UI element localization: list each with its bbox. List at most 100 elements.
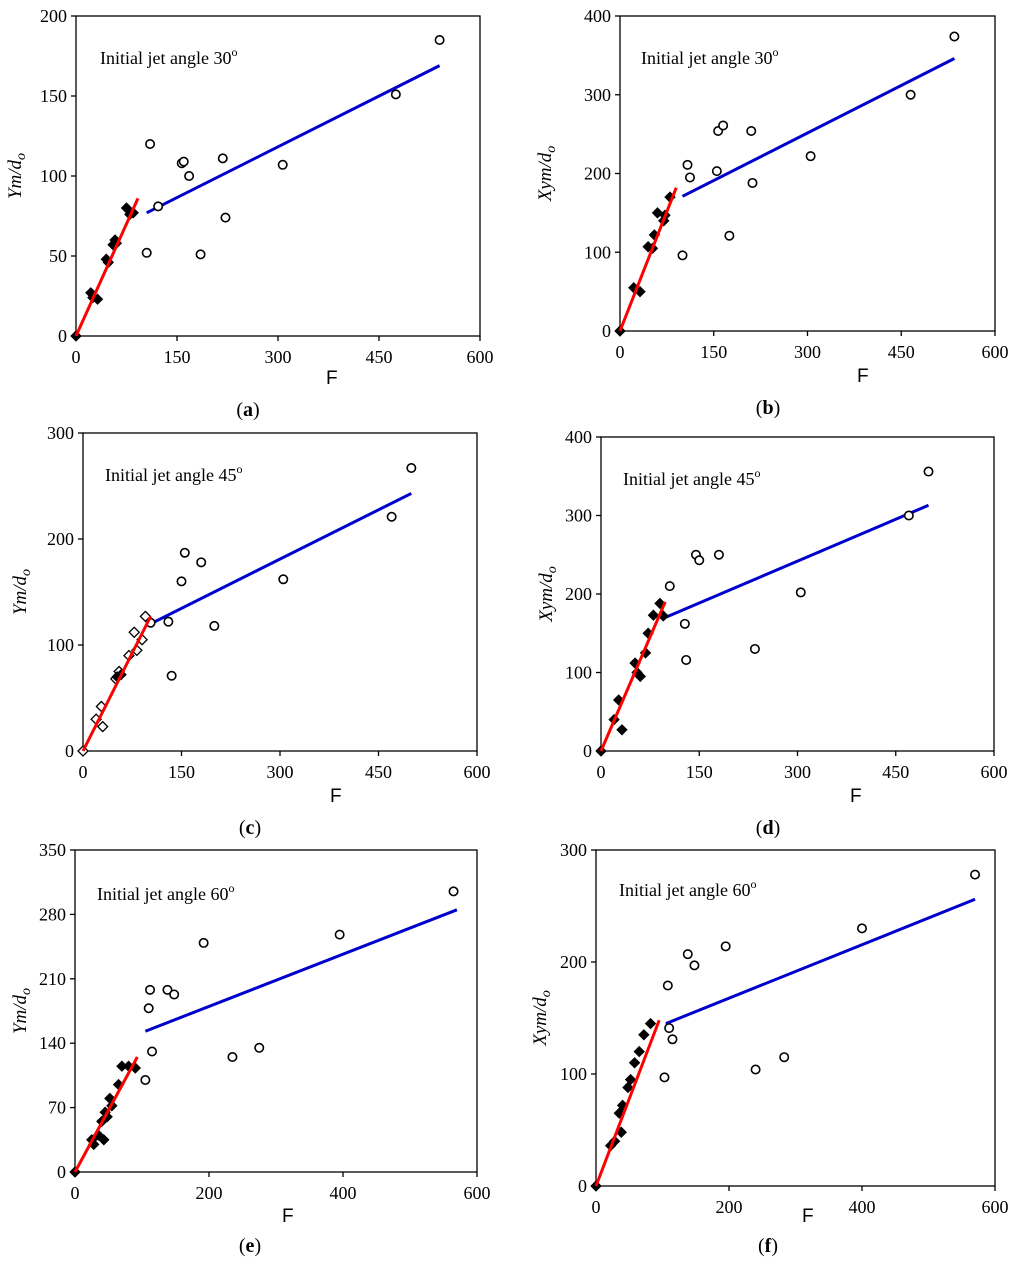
data-point-circle [795,587,806,598]
data-point-filled-diamond [98,1134,110,1146]
plot-frame [74,849,478,1173]
data-point-circle [949,31,960,42]
data-point-circle [162,984,173,995]
blue-fit-line [149,492,413,626]
y-tick-label: 300 [584,85,611,105]
chart-annotation: Initial jet angle 60o [619,877,756,900]
red-fit-line [599,601,667,752]
data-point-circle [779,1052,790,1063]
y-tick-label: 210 [39,969,66,989]
data-point-circle [694,555,705,566]
x-tick-label: 600 [981,762,1008,782]
data-point-circle [196,557,207,568]
x-tick-label: 600 [464,1183,491,1203]
x-tick-label: 600 [982,1197,1009,1217]
chart-annotation: Initial jet angle 60o [97,881,234,904]
x-tick-label: 600 [464,762,491,782]
data-point-circle [220,212,231,223]
x-tick-label: 450 [888,342,915,362]
x-axis-label: F [330,786,342,807]
x-axis-label: F [802,1206,814,1227]
data-point-circle [749,643,760,654]
data-point-circle [681,654,692,665]
panel-label: (e) [239,1235,261,1257]
x-tick-label: 300 [784,762,811,782]
data-point-circle [923,466,934,477]
data-point-circle [334,929,345,940]
chart-annotation: Initial jet angle 30o [100,45,237,68]
x-tick-label: 150 [686,762,713,782]
x-tick-label: 150 [164,347,191,367]
data-point-circle [677,250,688,261]
red-fit-line [73,1056,139,1173]
data-point-circle [184,171,195,182]
blue-fit-line [665,897,976,1025]
y-axis-label: Xym/do [536,566,560,623]
chart-annotation: Initial jet angle 45o [623,466,760,489]
y-tick-label: 400 [584,6,611,26]
data-point-circle [667,1034,678,1045]
blue-fit-line [146,64,441,215]
data-point-circle [145,984,156,995]
data-point-circle [970,869,981,880]
data-point-circle [905,89,916,100]
data-point-circle [195,249,206,260]
x-tick-label: 300 [794,342,821,362]
y-tick-label: 200 [560,952,587,972]
data-point-circle [163,616,174,627]
x-tick-label: 200 [196,1183,223,1203]
y-tick-label: 200 [584,164,611,184]
data-point-circle [746,125,757,136]
y-tick-label: 300 [47,423,74,443]
data-point-circle [747,177,758,188]
x-tick-label: 0 [72,347,81,367]
x-tick-label: 600 [982,342,1009,362]
data-point-circle [724,230,735,241]
red-fit-line [74,197,140,337]
data-point-circle [390,89,401,100]
data-point-circle [903,510,914,521]
data-point-circle [664,1023,675,1034]
data-point-circle [143,1003,154,1014]
data-point-circle [682,949,693,960]
panel-label: (c) [239,817,261,839]
x-tick-label: 400 [330,1183,357,1203]
data-point-circle [145,139,156,150]
x-tick-label: 200 [716,1197,743,1217]
data-point-circle [689,960,700,971]
blue-fit-line [681,57,956,198]
chart-panel-b: 0 100 200 300 400 0 150 300 450 600 Xym/do F Initial… [535,6,1008,419]
chart-panel-d: 0 100 200 300 400 0 150 300 450 600 Xym/do F Initial… [536,427,1007,839]
data-point-filled-diamond [633,1045,645,1058]
data-point-circle [209,620,220,631]
data-point-filled-diamond [616,724,628,736]
data-point-circle [659,1072,670,1083]
data-point-circle [684,172,695,183]
x-tick-label: 150 [700,342,727,362]
y-tick-label: 200 [565,584,592,604]
y-tick-label: 300 [560,840,587,860]
data-point-circle [169,989,180,1000]
data-point-filled-diamond [624,1073,637,1086]
data-point-circle [140,1075,151,1086]
y-axis-label: Ym/do [5,153,29,199]
blue-fit-line [664,503,930,619]
y-tick-label: 70 [48,1098,66,1118]
y-tick-label: 0 [58,326,67,346]
y-tick-label: 100 [565,663,592,683]
data-point-circle [662,980,673,991]
y-tick-label: 350 [39,840,66,860]
data-point-circle [448,886,459,897]
y-tick-label: 100 [560,1064,587,1084]
chart-panel-c: 0 100 200 300 0 150 300 450 600 Ym/do F Initial jet… [10,423,490,839]
x-axis-label: F [857,366,869,387]
x-axis-label: F [326,368,338,389]
x-tick-label: 300 [267,762,294,782]
red-fit-line [81,615,152,752]
data-point-circle [166,670,177,681]
y-axis-label: Ym/do [10,569,34,615]
y-axis-label: Ym/do [10,988,34,1034]
panel-label: (a) [236,399,259,421]
chart-annotation: Initial jet angle 30o [641,45,778,68]
data-point-circle [664,581,675,592]
